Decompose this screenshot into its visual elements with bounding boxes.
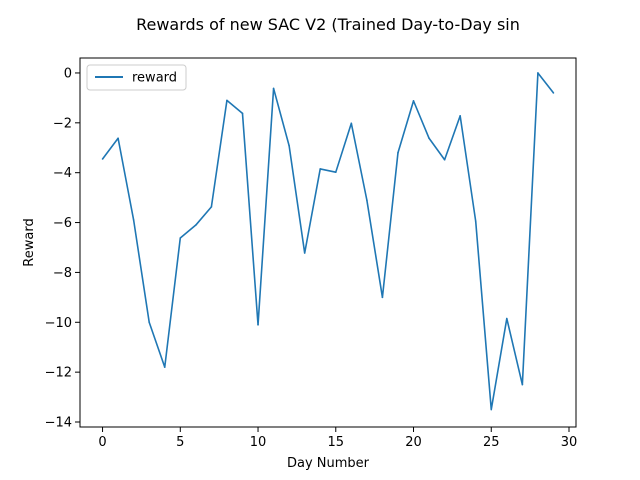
legend-box: [86, 64, 187, 91]
x-tick-label: 15: [328, 435, 345, 450]
data-point: [257, 323, 259, 326]
data-point: [552, 92, 555, 94]
data-point: [366, 199, 368, 201]
y-tick-label: −10: [45, 316, 72, 331]
data-point: [397, 151, 399, 154]
legend: reward: [86, 64, 187, 91]
data-point: [459, 115, 461, 117]
data-point: [272, 87, 275, 90]
data-point: [381, 296, 384, 299]
y-tick-label: −12: [45, 366, 72, 381]
data-point: [474, 220, 477, 223]
x-axis: 0 5 10 15 20 25 30: [98, 427, 577, 450]
data-point: [101, 158, 104, 160]
data-point: [195, 224, 197, 226]
data-point: [210, 206, 213, 208]
legend-entry-reward: reward: [132, 71, 177, 86]
data-point: [350, 122, 353, 125]
data-point: [319, 168, 322, 170]
x-axis-label: Day Number: [287, 456, 370, 471]
y-axis: 0 −2 −4 −6 −8 −10 −12 −14: [45, 66, 80, 431]
x-tick-label: 20: [405, 435, 422, 450]
y-tick-label: −14: [45, 416, 72, 431]
data-point: [412, 100, 415, 102]
data-point: [506, 317, 508, 320]
x-tick-label: 5: [176, 435, 184, 450]
data-point: [288, 144, 290, 147]
x-tick-label: 10: [250, 435, 267, 450]
data-point: [163, 366, 166, 368]
y-tick-label: −2: [53, 116, 72, 131]
data-point: [179, 237, 182, 239]
y-axis-label: Reward: [22, 218, 37, 266]
y-tick-label: 0: [64, 66, 72, 81]
y-tick-label: −4: [53, 166, 72, 181]
chart-title: Rewards of new SAC V2 (Trained Day-to-Da…: [136, 15, 520, 34]
data-point: [303, 252, 306, 254]
data-point: [443, 158, 446, 161]
series-line-reward: [101, 72, 555, 411]
x-tick-label: 30: [561, 435, 578, 450]
y-tick-label: −8: [53, 266, 72, 281]
x-tick-label: 25: [483, 435, 500, 450]
data-point: [226, 99, 228, 102]
data-point: [117, 137, 119, 140]
data-point: [490, 408, 493, 411]
data-point: [334, 171, 337, 173]
data-point: [537, 72, 539, 74]
data-point: [241, 112, 244, 115]
plot-area: [79, 57, 577, 428]
series-layer: [101, 72, 555, 411]
data-point: [521, 383, 524, 386]
data-point: [132, 219, 135, 221]
data-point: [428, 137, 430, 140]
y-tick-label: −6: [53, 216, 72, 231]
x-tick-label: 0: [98, 435, 106, 450]
data-point: [148, 321, 150, 324]
